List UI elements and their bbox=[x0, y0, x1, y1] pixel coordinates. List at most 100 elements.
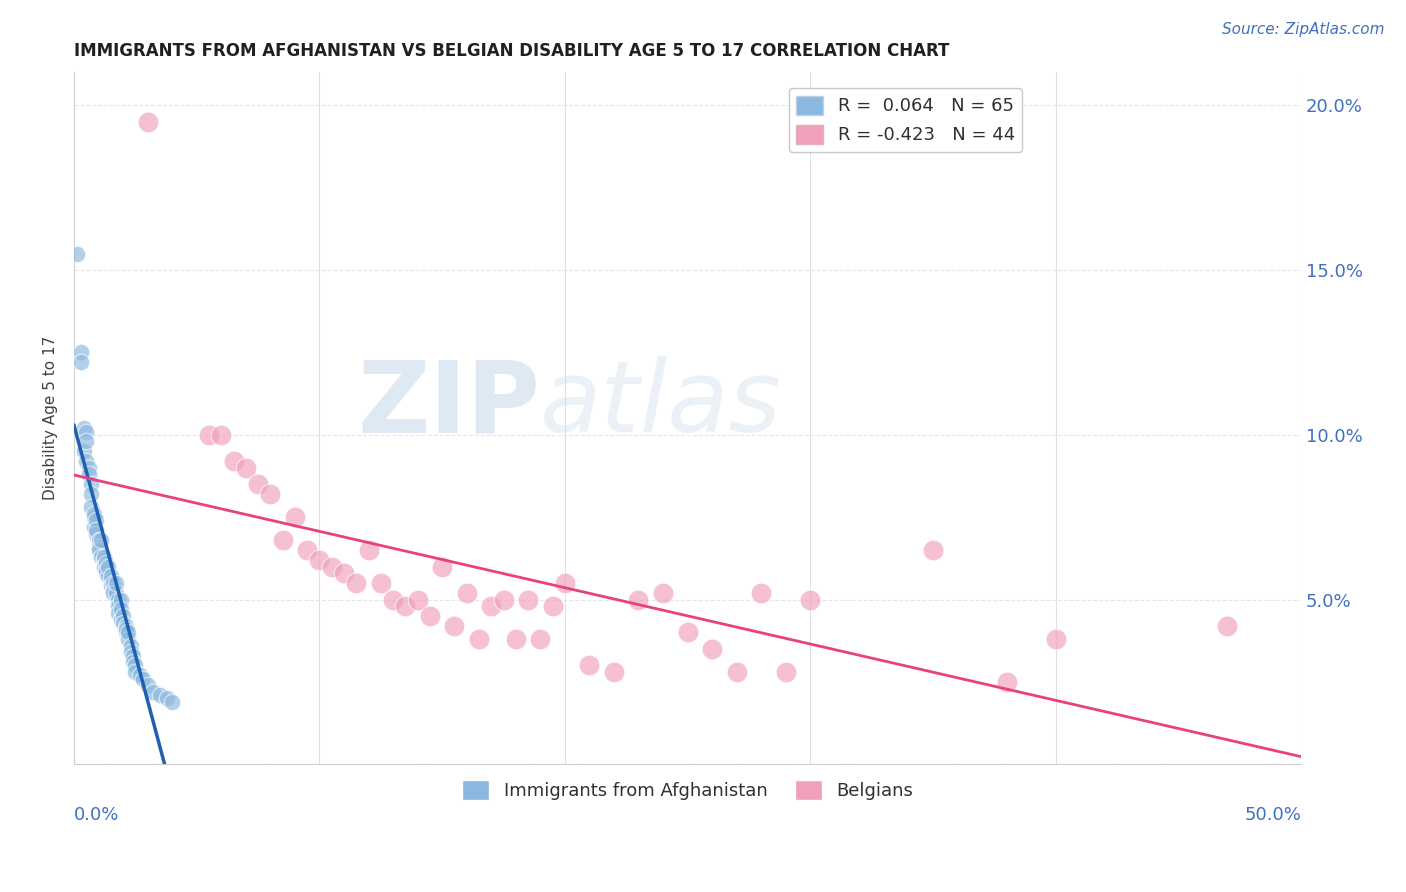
Point bbox=[93, 559, 115, 574]
Point bbox=[198, 427, 221, 442]
Point bbox=[75, 425, 97, 439]
Point bbox=[406, 592, 429, 607]
Text: ZIP: ZIP bbox=[357, 356, 540, 453]
Point bbox=[107, 592, 129, 607]
Point bbox=[97, 559, 120, 574]
Point bbox=[295, 543, 318, 558]
Point bbox=[333, 566, 356, 581]
Point bbox=[578, 658, 600, 673]
Point bbox=[107, 599, 129, 614]
Point bbox=[162, 695, 184, 709]
Point bbox=[922, 543, 945, 558]
Point bbox=[149, 688, 172, 702]
Point bbox=[103, 576, 125, 591]
Point bbox=[70, 345, 93, 359]
Point bbox=[103, 586, 125, 600]
Point bbox=[75, 454, 97, 468]
Point bbox=[505, 632, 527, 646]
Point bbox=[73, 444, 96, 458]
Point bbox=[97, 569, 120, 583]
Point bbox=[124, 665, 146, 679]
Point bbox=[479, 599, 502, 614]
Point bbox=[75, 434, 97, 449]
Point bbox=[554, 576, 576, 591]
Point bbox=[419, 609, 441, 624]
Point bbox=[430, 559, 453, 574]
Point bbox=[122, 648, 145, 663]
Point bbox=[114, 619, 136, 633]
Point bbox=[382, 592, 405, 607]
Point bbox=[93, 549, 115, 564]
Point bbox=[443, 619, 465, 633]
Text: 50.0%: 50.0% bbox=[1244, 805, 1301, 824]
Point bbox=[87, 543, 110, 558]
Point bbox=[321, 559, 343, 574]
Point bbox=[87, 533, 110, 548]
Point bbox=[120, 639, 142, 653]
Point bbox=[1216, 619, 1239, 633]
Point bbox=[114, 625, 136, 640]
Point bbox=[104, 586, 127, 600]
Point bbox=[90, 549, 112, 564]
Point bbox=[100, 569, 122, 583]
Point bbox=[357, 543, 380, 558]
Point bbox=[627, 592, 650, 607]
Point bbox=[84, 524, 107, 538]
Point bbox=[995, 674, 1018, 689]
Point bbox=[652, 586, 675, 600]
Point bbox=[120, 645, 142, 659]
Point bbox=[235, 460, 257, 475]
Point bbox=[93, 553, 115, 567]
Point bbox=[110, 592, 132, 607]
Point bbox=[117, 625, 139, 640]
Point bbox=[129, 668, 152, 682]
Point bbox=[136, 115, 159, 129]
Point bbox=[603, 665, 626, 679]
Point bbox=[107, 606, 129, 620]
Text: 0.0%: 0.0% bbox=[75, 805, 120, 824]
Point bbox=[775, 665, 797, 679]
Point bbox=[87, 540, 110, 554]
Point bbox=[799, 592, 821, 607]
Point bbox=[103, 582, 125, 597]
Point bbox=[110, 602, 132, 616]
Point bbox=[73, 421, 96, 435]
Point bbox=[83, 510, 105, 524]
Point bbox=[70, 355, 93, 369]
Point bbox=[749, 586, 772, 600]
Point bbox=[114, 622, 136, 636]
Point bbox=[80, 487, 103, 501]
Point bbox=[117, 632, 139, 646]
Point bbox=[529, 632, 551, 646]
Point bbox=[222, 454, 245, 468]
Point bbox=[84, 513, 107, 527]
Point bbox=[83, 520, 105, 534]
Point bbox=[112, 609, 135, 624]
Point bbox=[344, 576, 367, 591]
Point bbox=[209, 427, 232, 442]
Point bbox=[100, 579, 122, 593]
Legend: Immigrants from Afghanistan, Belgians: Immigrants from Afghanistan, Belgians bbox=[456, 772, 920, 807]
Text: atlas: atlas bbox=[540, 356, 782, 453]
Point bbox=[394, 599, 416, 614]
Point bbox=[456, 586, 478, 600]
Point bbox=[77, 467, 100, 482]
Point bbox=[541, 599, 564, 614]
Point bbox=[80, 477, 103, 491]
Point bbox=[259, 487, 281, 501]
Point bbox=[370, 576, 392, 591]
Text: IMMIGRANTS FROM AFGHANISTAN VS BELGIAN DISABILITY AGE 5 TO 17 CORRELATION CHART: IMMIGRANTS FROM AFGHANISTAN VS BELGIAN D… bbox=[75, 42, 949, 60]
Point bbox=[156, 691, 179, 706]
Point bbox=[468, 632, 491, 646]
Point bbox=[104, 576, 127, 591]
Text: Source: ZipAtlas.com: Source: ZipAtlas.com bbox=[1222, 22, 1385, 37]
Point bbox=[136, 678, 159, 692]
Point bbox=[492, 592, 515, 607]
Point bbox=[65, 246, 87, 260]
Point bbox=[77, 460, 100, 475]
Point bbox=[83, 507, 105, 521]
Point bbox=[124, 658, 146, 673]
Point bbox=[90, 533, 112, 548]
Point bbox=[1045, 632, 1067, 646]
Point bbox=[308, 553, 330, 567]
